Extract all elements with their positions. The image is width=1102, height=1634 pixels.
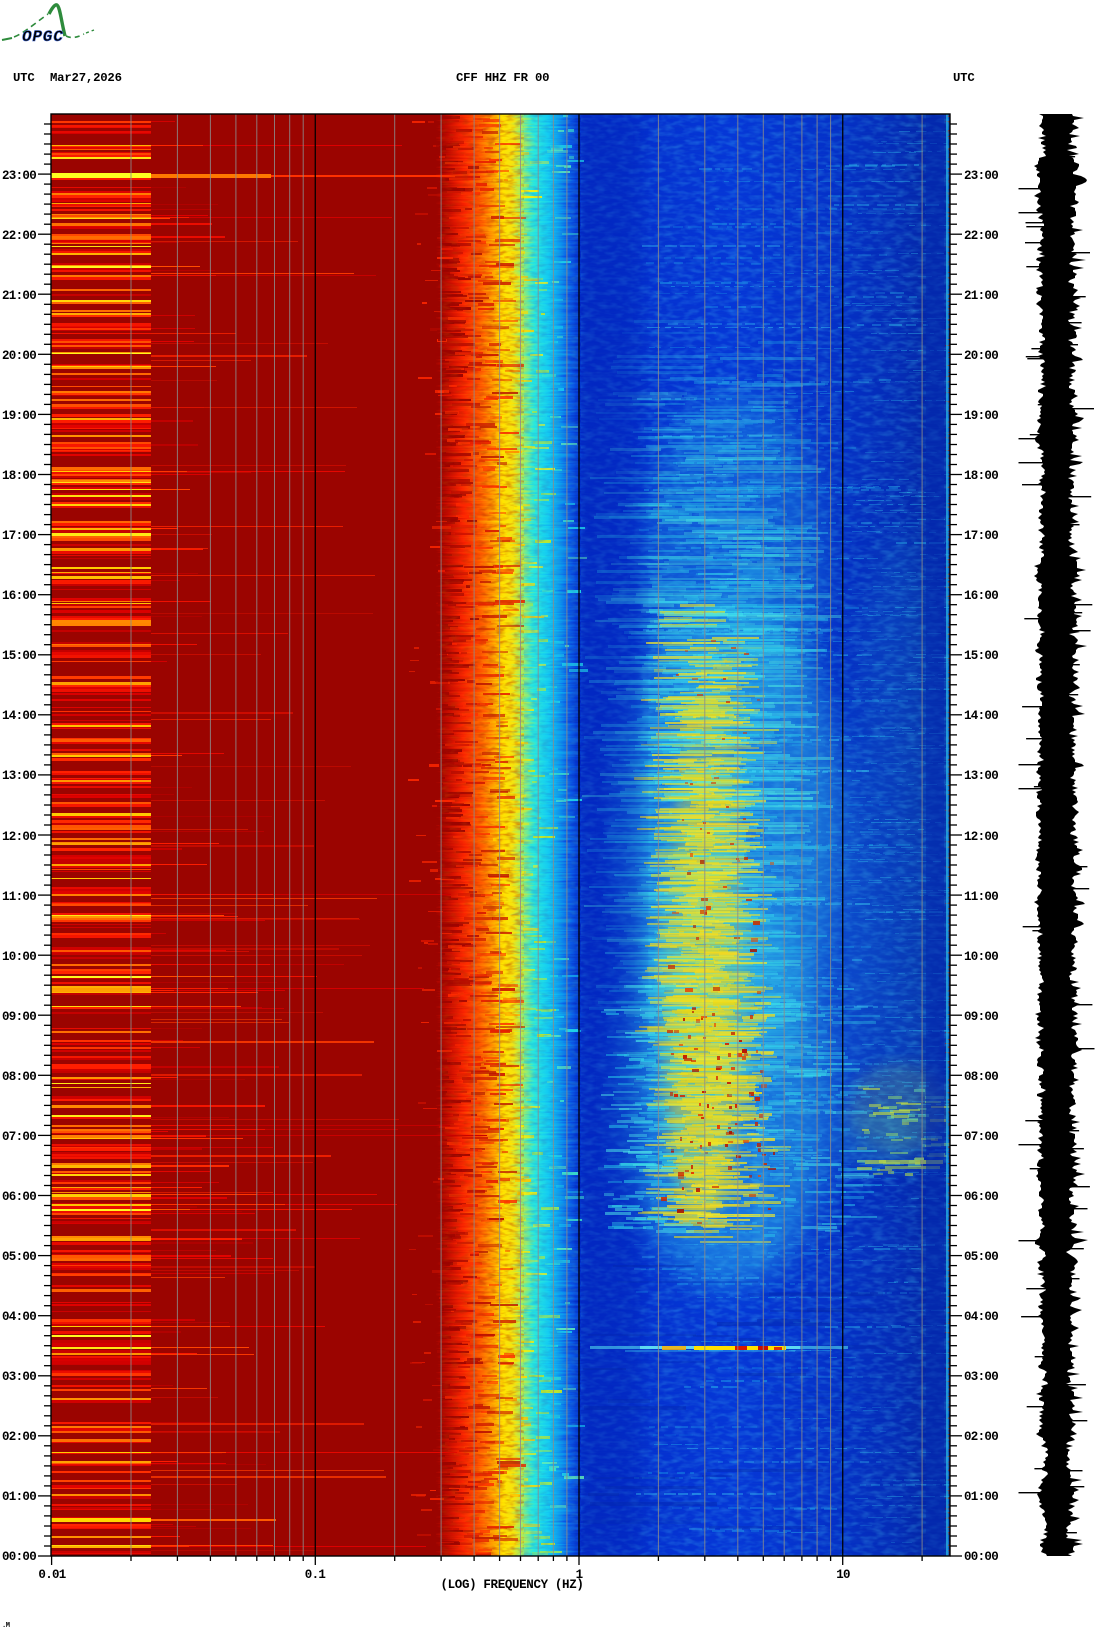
svg-text:Mar27,2026: Mar27,2026 [50,71,122,85]
svg-text:CFF HHZ FR 00: CFF HHZ FR 00 [456,71,549,85]
svg-text:UTC: UTC [13,71,35,85]
svg-text:OPGC: OPGC [22,28,64,46]
svg-text:UTC: UTC [953,71,975,85]
